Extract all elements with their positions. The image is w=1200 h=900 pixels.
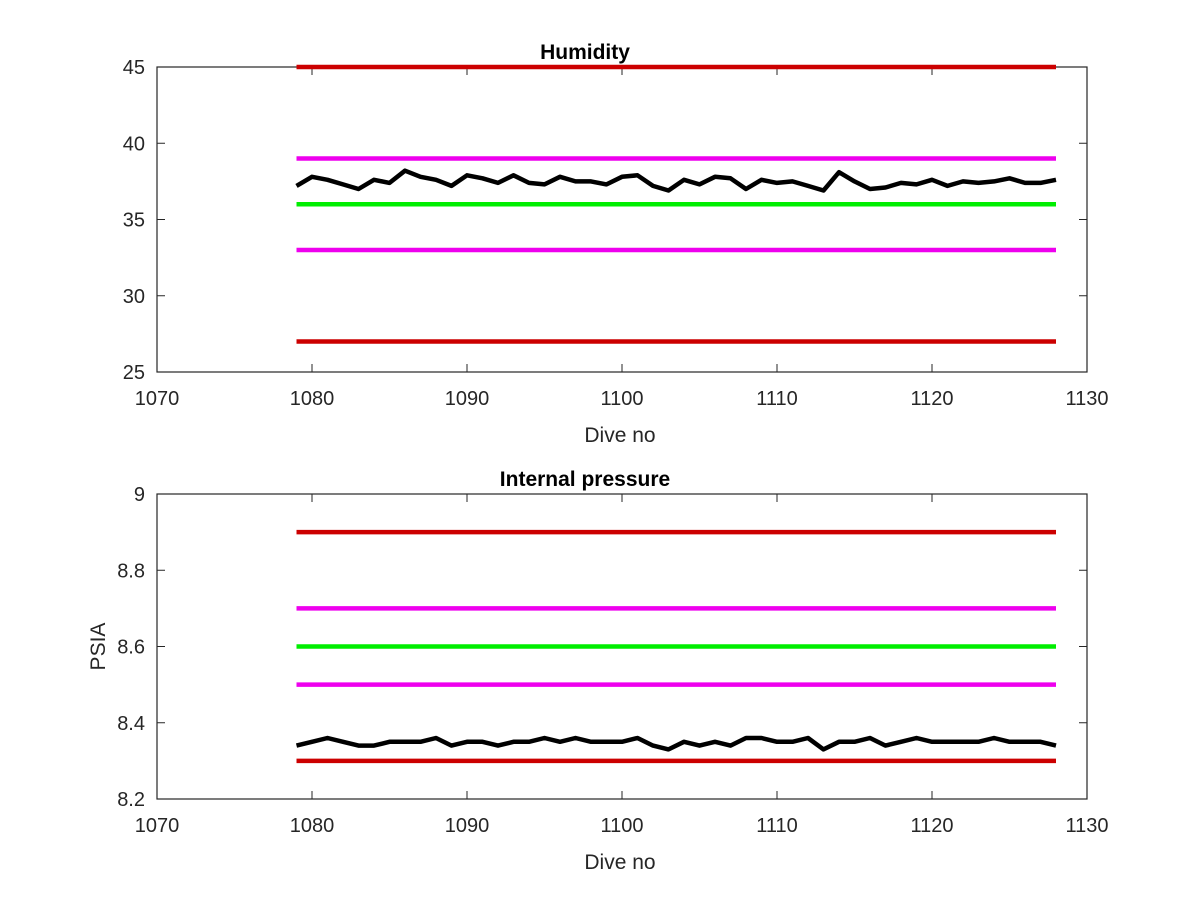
x-tick-label: 1080 [290, 388, 335, 410]
x-tick-label: 1110 [756, 388, 798, 410]
series-line [295, 735, 1057, 752]
x-tick-label: 1130 [1065, 815, 1108, 837]
x-tick-label: 1100 [600, 388, 643, 410]
x-tick-label: 1080 [290, 815, 335, 837]
x-tick-label: 1100 [600, 815, 643, 837]
y-tick-label: 8.8 [117, 560, 145, 582]
x-tick-label: 1110 [756, 815, 798, 837]
y-tick-label: 9 [134, 484, 145, 506]
internal-pressure-panel: Dive no PSIA 1070 1080 1090 1100 1110 1120 113… [87, 468, 1109, 874]
y-tick-label: 8.4 [117, 713, 145, 735]
y-axis-label: PSIA [87, 623, 110, 671]
y-tick-label: 30 [123, 286, 145, 308]
x-tick-label: 1130 [1065, 388, 1108, 410]
plot-area [156, 66, 1088, 373]
x-tick-label: 1120 [910, 815, 953, 837]
x-tick-label: 1090 [445, 388, 490, 410]
x-axis-label: Dive no [584, 851, 655, 874]
x-tick-label: 1120 [910, 388, 953, 410]
y-tick-label: 25 [123, 362, 145, 384]
x-axis-label: Dive no [584, 424, 655, 447]
y-tick-label: 40 [123, 133, 145, 155]
x-tick-label: 1070 [135, 388, 180, 410]
x-tick-label: 1070 [135, 815, 180, 837]
y-tick-label: 35 [123, 210, 145, 232]
humidity-panel: Dive no 1070 1080 1090 1100 1110 1120 1130 25 30… [123, 41, 1109, 447]
chart-title: Internal pressure [500, 468, 670, 491]
x-tick-label: 1090 [445, 815, 490, 837]
series-line [295, 168, 1057, 193]
y-tick-label: 8.6 [117, 637, 145, 659]
y-tick-label: 45 [123, 57, 145, 79]
y-tick-label: 8.2 [117, 789, 145, 811]
chart-title: Humidity [540, 41, 630, 64]
